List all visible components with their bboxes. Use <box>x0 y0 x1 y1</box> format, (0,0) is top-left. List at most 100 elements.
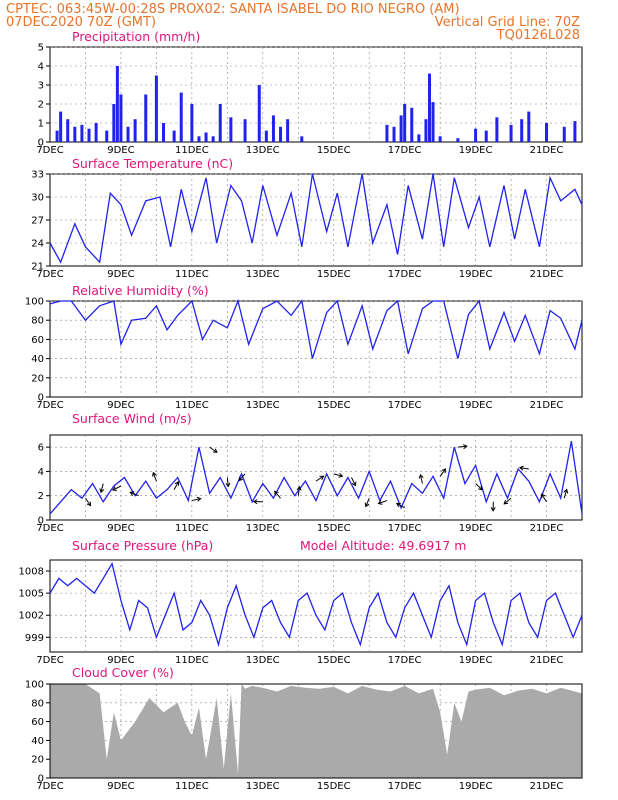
precip-bar <box>115 66 119 142</box>
y-tick-label: 0 <box>38 774 44 785</box>
precip-bar <box>495 117 499 142</box>
wind-vector-head <box>319 475 325 481</box>
x-tick-label: 13DEC <box>246 523 280 534</box>
precip-bar <box>484 130 488 142</box>
wind-vector <box>333 473 343 477</box>
panel-pressure: 999 1002 1005 1008 7DEC 9DEC 11DEC 13DEC 15DEC 17… <box>19 538 583 666</box>
precip-bar <box>94 123 98 142</box>
precip-bar <box>105 130 109 142</box>
wind-vector <box>238 473 246 481</box>
x-tick-label: 7DEC <box>36 269 63 280</box>
wind-vector-head <box>196 496 202 502</box>
y-tick-label: 21 <box>31 262 44 273</box>
wind-vector <box>503 497 512 505</box>
wind-vector-head <box>174 480 180 486</box>
y-tick-label: 1 <box>38 119 44 130</box>
y-tick-label: 6 <box>38 443 44 454</box>
x-tick-label: 13DEC <box>246 781 280 792</box>
precip-bar <box>55 130 59 142</box>
precip-bar <box>73 126 77 142</box>
precip-bar <box>197 136 201 142</box>
x-tick-label: 17DEC <box>388 400 422 411</box>
precip-bar <box>161 123 165 142</box>
panel-subtitle: Model Altitude: 49.6917 m <box>300 538 466 553</box>
precip-bar <box>190 104 194 142</box>
y-tick-label: 100 <box>25 297 44 308</box>
x-tick-label: 21DEC <box>530 781 564 792</box>
wind-vector-head <box>478 485 483 491</box>
wind-vector-head <box>518 465 524 471</box>
y-tick-label: 20 <box>31 755 44 766</box>
x-tick-label: 13DEC <box>246 145 280 156</box>
panel-frame <box>49 434 583 521</box>
y-tick-label: 0 <box>38 393 44 404</box>
precip-bar <box>424 119 428 142</box>
precip-bar <box>509 124 513 142</box>
precip-bar <box>87 128 91 142</box>
precip-bar <box>218 104 222 142</box>
x-tick-label: 13DEC <box>246 400 280 411</box>
wind-vector <box>378 500 388 505</box>
y-tick-label: 20 <box>31 373 44 384</box>
precip-bar <box>520 119 524 142</box>
wind-vector-head <box>212 448 218 453</box>
precip-bar <box>410 107 414 142</box>
precip-bar <box>392 126 396 142</box>
panel-frame-top <box>49 683 583 779</box>
wind-vector <box>315 475 324 482</box>
precip-bar <box>66 119 70 142</box>
wind-vector <box>112 485 122 491</box>
precip-bar <box>456 138 460 142</box>
panel-title: Relative Humidity (%) <box>72 283 209 298</box>
wind-vector <box>274 490 281 499</box>
x-tick-label: 9DEC <box>107 655 134 666</box>
y-tick-label: 40 <box>31 354 44 365</box>
wind-vector <box>173 481 179 490</box>
wind-vector-head <box>152 471 157 477</box>
pressure-line <box>49 561 583 648</box>
x-tick-label: 15DEC <box>317 655 351 666</box>
wind-vector <box>152 472 157 482</box>
y-tick-label: 2 <box>38 100 44 111</box>
x-tick-label: 21DEC <box>530 145 564 156</box>
x-tick-label: 7DEC <box>36 655 63 666</box>
x-tick-label: 15DEC <box>317 781 351 792</box>
x-tick-label: 9DEC <box>107 269 134 280</box>
x-tick-label: 19DEC <box>459 400 493 411</box>
panel-title: Precipitation (mm/h) <box>72 29 200 44</box>
x-tick-label: 21DEC <box>530 269 564 280</box>
wind-vector-head <box>503 499 509 505</box>
y-tick-label: 60 <box>31 717 44 728</box>
y-tick-label: 3 <box>38 81 44 92</box>
x-tick-label: 15DEC <box>317 523 351 534</box>
wind-vector-head <box>563 488 569 494</box>
y-tick-label: 1002 <box>19 611 44 622</box>
precip-bar <box>427 73 431 142</box>
temp-line <box>49 173 583 264</box>
precip-bar <box>243 119 247 142</box>
wind-vector-head <box>364 502 370 508</box>
wind-vector <box>396 503 405 509</box>
precip-bar <box>286 119 290 142</box>
x-tick-label: 11DEC <box>175 781 209 792</box>
x-tick-label: 11DEC <box>175 655 209 666</box>
wind-vector-head <box>441 468 446 474</box>
precip-bar <box>59 111 63 142</box>
x-tick-label: 17DEC <box>388 781 422 792</box>
precip-bar <box>417 134 421 142</box>
precip-bar <box>172 130 176 142</box>
precip-bar <box>204 132 208 142</box>
y-tick-label: 0 <box>38 516 44 527</box>
wind-vector-head <box>238 476 243 482</box>
wind-vector-head <box>418 473 424 479</box>
wind-line <box>49 440 583 515</box>
wind-vector-head <box>541 493 546 499</box>
y-tick-label: 24 <box>31 239 44 250</box>
wind-vector <box>439 468 446 477</box>
y-tick-label: 100 <box>25 680 44 691</box>
panel-rh: 0 20 40 60 80 100 7DEC 9DEC 11DEC 13DEC 15DEC 17DEC… <box>25 283 583 411</box>
x-tick-label: 19DEC <box>459 269 493 280</box>
wind-vector-head <box>112 486 117 491</box>
